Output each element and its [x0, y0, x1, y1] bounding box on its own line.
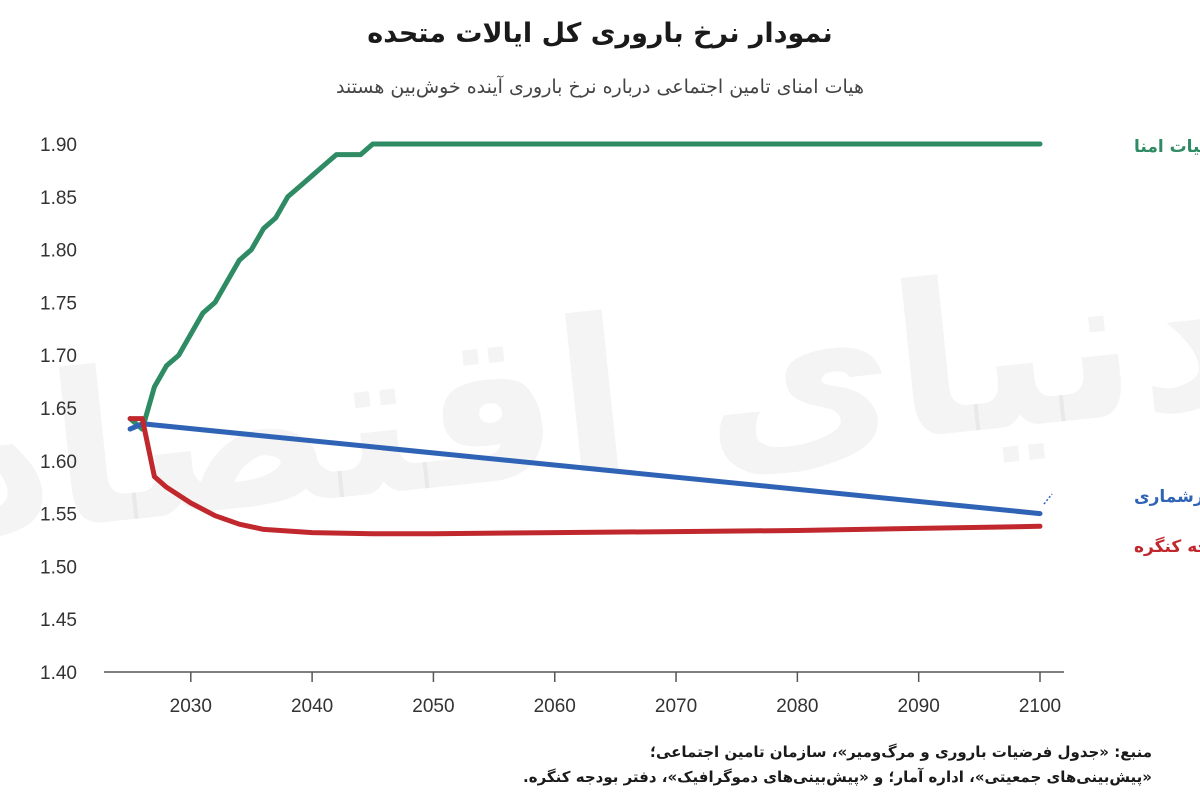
x-tick-label: 2050: [412, 696, 454, 717]
chart-title: نمودار نرخ باروری کل ایالات متحده: [367, 18, 833, 49]
y-tick-label: 1.40: [40, 663, 77, 684]
x-tick-label: 2090: [898, 696, 940, 717]
series-lines: [127, 141, 1043, 537]
source-line-1: منبع: «جدول فرضیات باروری و مرگ‌ومیر»، س…: [650, 743, 1152, 761]
y-tick-label: 1.70: [40, 346, 77, 367]
source-line-2: «پیش‌بینی‌های جمعیتی»، اداره آمار؛ و «پی…: [523, 768, 1152, 786]
series-labels: هیات امنا سرشماری دفتر بودجه کنگره: [1043, 137, 1200, 557]
y-tick-label: 1.45: [40, 610, 77, 631]
y-tick-label: 1.90: [40, 135, 77, 156]
x-tick-label: 2040: [291, 696, 333, 717]
y-tick-label: 1.65: [40, 399, 77, 420]
x-tick-label: 2070: [655, 696, 697, 717]
chart-subtitle: هیات امنای تامین اجتماعی درباره نرخ بارو…: [335, 76, 865, 98]
x-tick-label: 2060: [534, 696, 576, 717]
y-tick-label: 1.80: [40, 241, 77, 262]
series-label-1: سرشماری: [1134, 487, 1200, 507]
y-tick-labels: 1.90 1.85 1.80 1.75 1.70 1.65 1.60 1.55 1.50 1.45…: [40, 135, 77, 684]
y-tick-label: 1.50: [40, 557, 77, 578]
series-label-0: هیات امنا: [1134, 137, 1200, 157]
y-tick-label: 1.55: [40, 505, 77, 526]
x-tick-label: 2100: [1019, 696, 1061, 717]
y-tick-label: 1.75: [40, 293, 77, 314]
series-line-0: [127, 141, 1043, 432]
source-note: منبع: «جدول فرضیات باروری و مرگ‌ومیر»، س…: [392, 740, 1152, 790]
x-tick-label: 2030: [170, 696, 212, 717]
series-label-2: دفتر بودجه کنگره: [1134, 536, 1200, 557]
series-line-2: [127, 416, 1043, 537]
census-leader-line: [1043, 493, 1053, 505]
x-tick-labels: 2030 2040 2050 2060 2070 2080 2090 2100: [170, 672, 1061, 717]
y-tick-label: 1.85: [40, 188, 77, 209]
y-tick-label: 1.60: [40, 452, 77, 473]
x-tick-label: 2080: [776, 696, 818, 717]
